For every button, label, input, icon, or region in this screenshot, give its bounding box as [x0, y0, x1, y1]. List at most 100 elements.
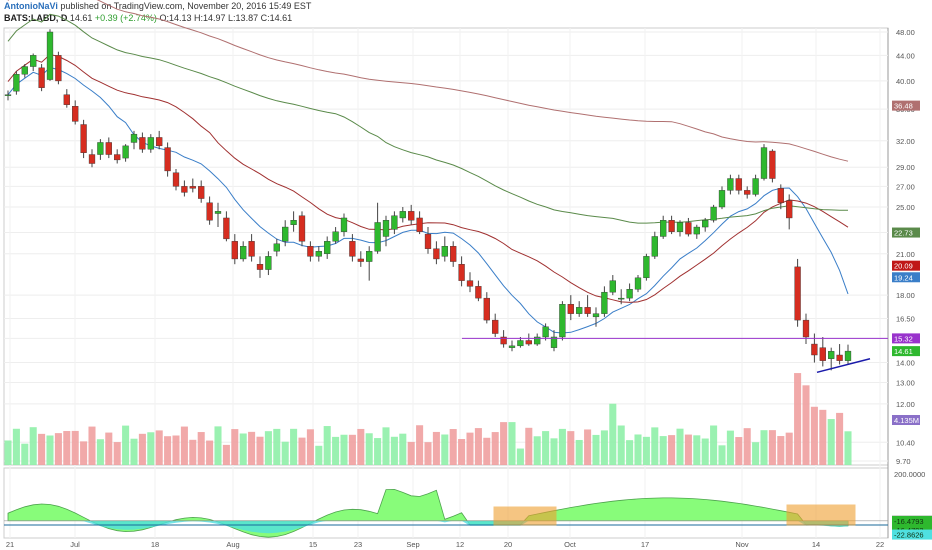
ma-green-line: [7, 13, 849, 224]
candle-body: [282, 226, 289, 242]
candle-body: [374, 222, 381, 252]
volume-bar: [743, 428, 751, 465]
x-tick-label: 21: [6, 540, 14, 549]
volume-bar: [810, 406, 818, 465]
volume-bar: [491, 432, 499, 465]
chart-header: AntonioNaVi published on TradingView.com…: [4, 0, 904, 30]
volume-bar: [458, 439, 466, 465]
x-tick-label: 20: [504, 540, 512, 549]
highlight-box: [786, 504, 856, 526]
volume-bar: [474, 428, 482, 465]
candle-body: [80, 124, 87, 153]
candle-body: [265, 256, 272, 270]
volume-bar: [113, 442, 121, 465]
price-axis-label-bg: [892, 415, 920, 425]
y-tick-label: 44.00: [896, 51, 915, 60]
candle-body: [340, 217, 348, 232]
candle-body: [189, 186, 196, 189]
volume-bar: [63, 431, 71, 465]
volume-bar: [407, 441, 415, 465]
trend-line: [816, 358, 871, 374]
y-tick-label: 18.00: [896, 291, 915, 300]
ohlc-line: BATS:LABD, D 14.61 +0.39 (+2.74%) O:14.1…: [4, 12, 904, 24]
candle-body: [735, 178, 742, 191]
volume-bar: [332, 436, 340, 465]
symbol-label: BATS:LABD, D: [4, 13, 68, 23]
candle-body: [517, 340, 524, 347]
candle-body: [55, 55, 62, 82]
x-tick-label: 18: [151, 540, 159, 549]
volume-bar: [508, 422, 516, 465]
candle-body: [139, 137, 146, 150]
candle-body: [626, 289, 633, 299]
highlight-box: [493, 506, 557, 526]
publish-line: AntonioNaVi published on TradingView.com…: [4, 0, 904, 12]
candle-body: [702, 220, 709, 228]
candle-body: [290, 220, 297, 225]
price-axis-label: 36.48: [894, 102, 913, 111]
x-tick-label: 12: [456, 540, 464, 549]
volume-bar: [80, 441, 88, 465]
oscillator-area: [7, 488, 849, 538]
osc-axis-label-bg: [892, 515, 932, 526]
volume-bar: [710, 425, 718, 465]
x-tick-label: Nov: [735, 540, 749, 549]
volume-bar: [390, 436, 398, 465]
candle-body: [30, 55, 37, 67]
price-axis-label-bg: [892, 346, 920, 357]
volume-bar: [600, 430, 608, 465]
candle-body: [660, 220, 667, 237]
volume-bar: [46, 435, 54, 465]
open-value: O:14.13: [159, 13, 192, 23]
candle-body: [223, 217, 230, 240]
candle-body: [450, 246, 457, 262]
last-price: 14.61: [69, 13, 93, 23]
candle-body: [349, 241, 356, 257]
candle-body: [382, 220, 390, 237]
y-tick-label: 40.00: [896, 77, 915, 86]
candle-body: [819, 347, 826, 361]
volume-bar: [248, 431, 256, 465]
volume-bar: [38, 433, 46, 465]
price-axis-label: 22.73: [894, 229, 913, 238]
volume-bar: [567, 431, 575, 465]
candles: [4, 29, 852, 371]
volume-bar: [441, 434, 449, 465]
volume-bar: [466, 432, 474, 465]
candle-body: [298, 215, 306, 242]
volume-bar: [264, 431, 272, 465]
candle-body: [206, 202, 213, 221]
candle-body: [88, 154, 96, 164]
x-tick-label: Oct: [564, 540, 577, 549]
candle-body: [105, 142, 112, 155]
y-tick-label: 32.00: [896, 137, 915, 146]
candle-body: [357, 258, 364, 262]
x-tick-label: Aug: [226, 540, 239, 549]
volume-bar: [533, 436, 541, 465]
price-axis-label: 14.61: [894, 347, 913, 356]
candle-body: [273, 243, 280, 252]
volume-bar: [525, 427, 533, 465]
volume-bar: [483, 437, 491, 465]
candle-body: [676, 222, 684, 232]
author-link[interactable]: AntonioNaVi: [4, 1, 58, 11]
volume-bar: [122, 425, 130, 465]
volume-bar: [500, 422, 508, 465]
volume-bar: [399, 433, 407, 465]
volume-bar: [180, 426, 188, 465]
y-tick-label: 9.70: [896, 457, 911, 466]
candle-body: [181, 186, 188, 193]
candle-body: [391, 215, 398, 230]
volume-bar: [290, 428, 298, 465]
volume-bar: [105, 432, 113, 465]
volume-bar: [449, 429, 457, 465]
volume-bar: [844, 431, 852, 465]
candle-body: [592, 313, 600, 318]
candle-body: [63, 94, 70, 105]
candle-body: [256, 264, 264, 270]
price-change: +0.39 (+2.74%): [94, 13, 157, 23]
candle-body: [248, 241, 255, 257]
price-axis-label-bg: [892, 333, 920, 344]
candle-body: [534, 336, 541, 345]
